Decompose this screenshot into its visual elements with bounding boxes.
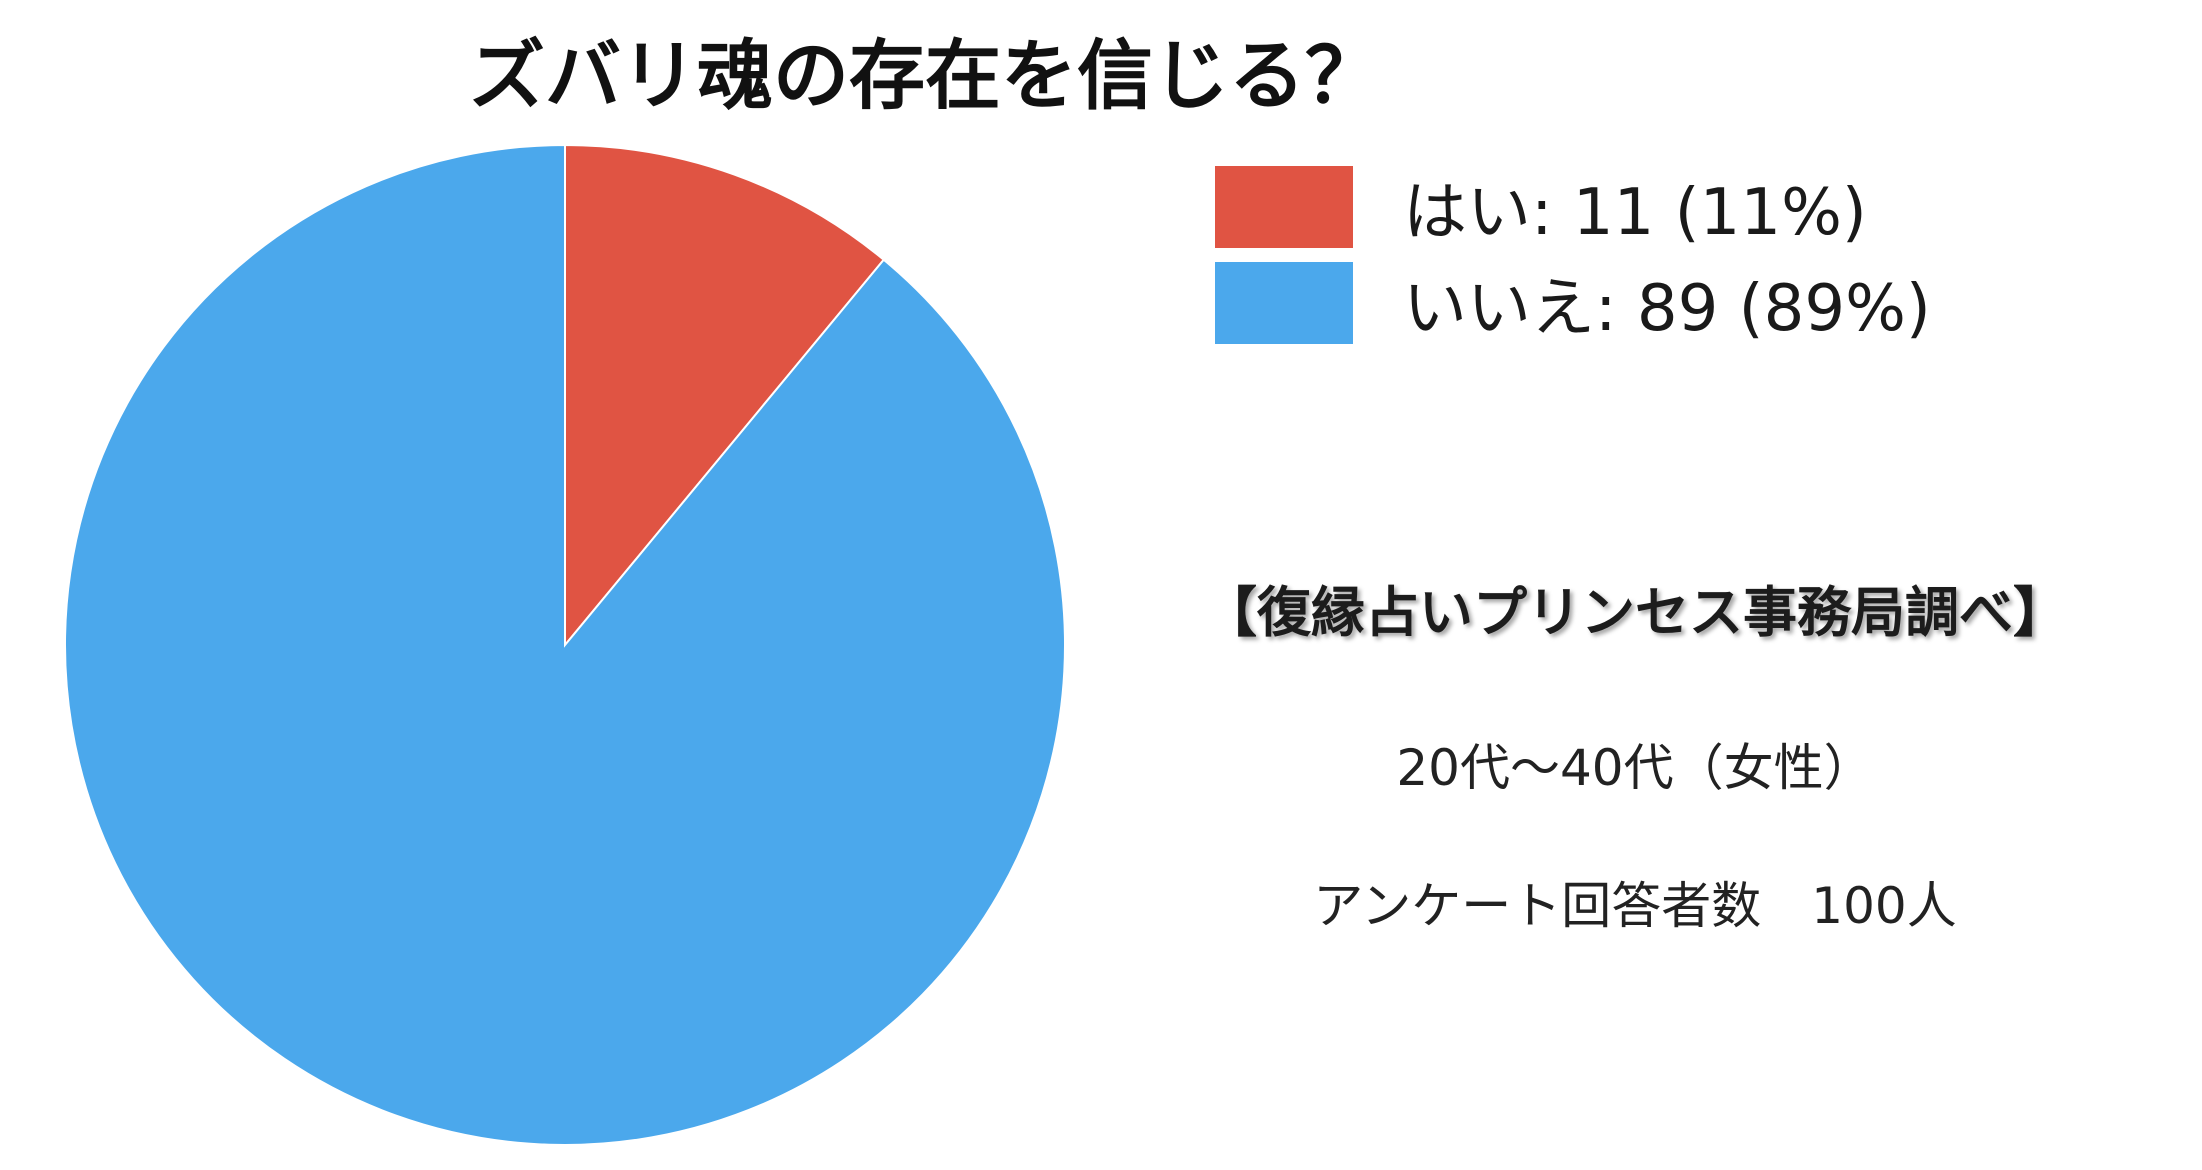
chart-title: ズバリ魂の存在を信じる？	[469, 31, 1381, 120]
legend-item-no: いいえ: 89 (89%)	[1215, 261, 1931, 346]
pie-slice-yes	[564, 143, 886, 648]
legend-swatch-no	[1215, 262, 1353, 344]
legend-label-no: いいえ: 89 (89%)	[1403, 272, 1931, 346]
survey-demographic: 20代〜40代（女性）	[1396, 739, 1874, 797]
pie-slice-no	[64, 143, 1066, 1146]
survey-source: 【復縁占いプリンセス事務局調べ】	[1203, 581, 2067, 644]
legend: はい: 11 (11%) いいえ: 89 (89%)	[1215, 165, 1931, 357]
legend-label-yes: はい: 11 (11%)	[1403, 176, 1867, 250]
legend-swatch-yes	[1215, 166, 1353, 248]
survey-respondents: アンケート回答者数 100人	[1313, 877, 1957, 935]
legend-item-yes: はい: 11 (11%)	[1215, 165, 1931, 250]
pie-chart	[64, 143, 1066, 1146]
